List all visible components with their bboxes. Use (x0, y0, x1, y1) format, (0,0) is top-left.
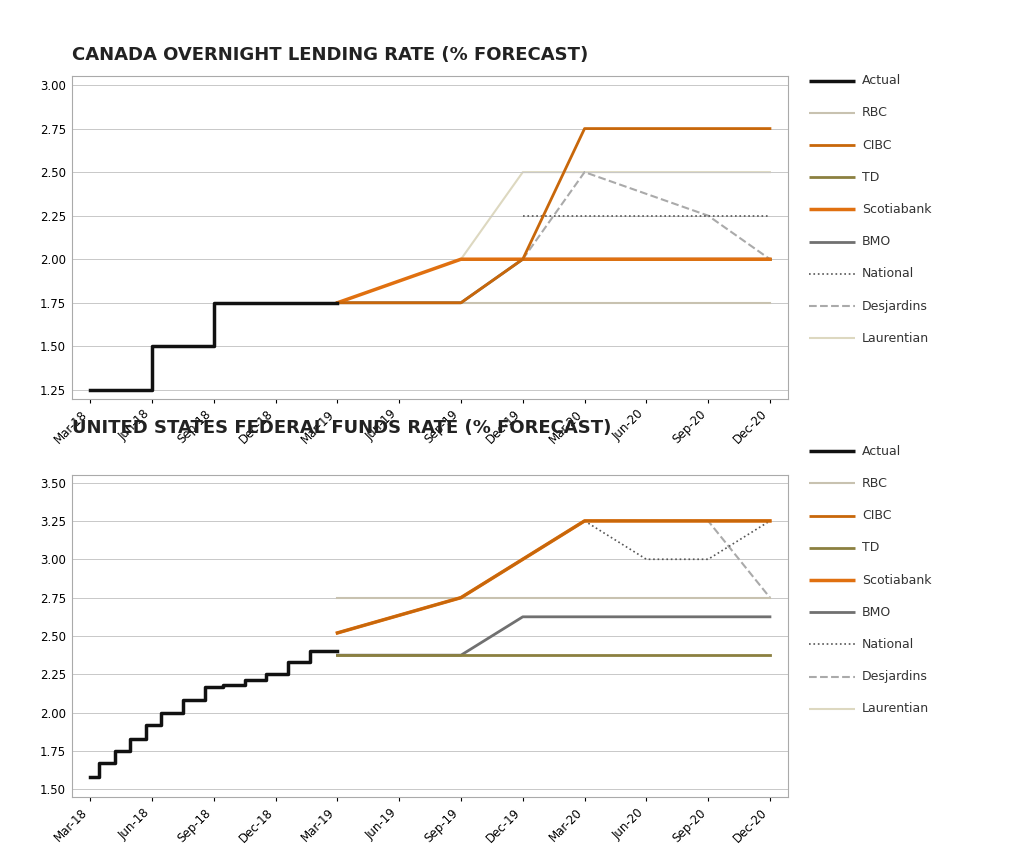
Text: Actual: Actual (862, 444, 901, 458)
Text: BMO: BMO (862, 235, 892, 248)
Text: UNITED STATES FEDERAL FUNDS RATE (% FORECAST): UNITED STATES FEDERAL FUNDS RATE (% FORE… (72, 419, 611, 437)
Text: TD: TD (862, 170, 880, 184)
Text: RBC: RBC (862, 477, 888, 490)
Text: Laurentian: Laurentian (862, 332, 930, 345)
Text: CIBC: CIBC (862, 509, 892, 522)
Text: Desjardins: Desjardins (862, 299, 928, 313)
Text: National: National (862, 267, 914, 281)
Text: BMO: BMO (862, 605, 892, 619)
Text: Scotiabank: Scotiabank (862, 573, 932, 587)
Text: Desjardins: Desjardins (862, 670, 928, 683)
Text: CANADA OVERNIGHT LENDING RATE (% FORECAST): CANADA OVERNIGHT LENDING RATE (% FORECAS… (72, 46, 588, 64)
Text: CIBC: CIBC (862, 138, 892, 152)
Text: Actual: Actual (862, 74, 901, 87)
Text: RBC: RBC (862, 106, 888, 120)
Text: TD: TD (862, 541, 880, 555)
Text: National: National (862, 638, 914, 651)
Text: Laurentian: Laurentian (862, 702, 930, 716)
Text: Scotiabank: Scotiabank (862, 203, 932, 216)
